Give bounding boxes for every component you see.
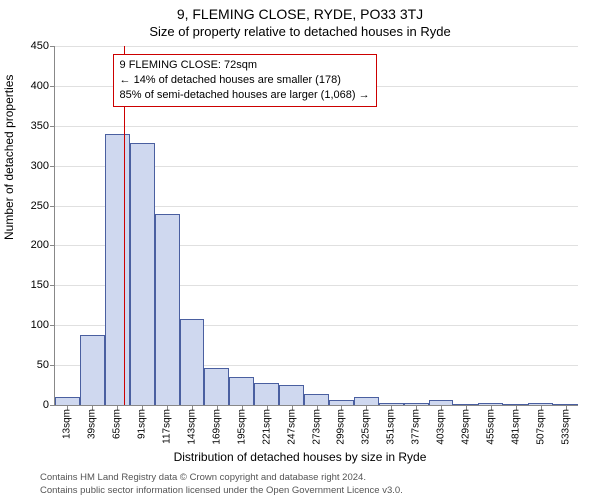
gridline	[55, 46, 578, 47]
y-tick-label: 150	[31, 279, 49, 291]
histogram-bar	[155, 214, 180, 405]
histogram-bar	[105, 134, 130, 405]
y-tick-label: 0	[43, 399, 49, 411]
attribution-text: Contains HM Land Registry data © Crown c…	[40, 472, 580, 498]
x-tick-label: 351sqm	[386, 409, 397, 445]
y-axis-label: Number of detached properties	[2, 75, 16, 240]
histogram-bar	[229, 377, 254, 405]
y-tick-label: 400	[31, 80, 49, 92]
x-tick-label: 39sqm	[87, 409, 98, 439]
x-tick-label: 221sqm	[261, 409, 272, 445]
y-tick-mark	[50, 206, 55, 207]
x-tick-label: 13sqm	[62, 409, 73, 439]
y-tick-mark	[50, 46, 55, 47]
x-tick-label: 299sqm	[336, 409, 347, 445]
y-tick-label: 250	[31, 200, 49, 212]
histogram-bar	[55, 397, 80, 405]
histogram-bar	[80, 335, 105, 405]
plot-area: 05010015020025030035040045013sqm39sqm65s…	[54, 46, 578, 406]
x-tick-label: 247sqm	[286, 409, 297, 445]
y-tick-mark	[50, 365, 55, 366]
histogram-bar	[130, 143, 155, 405]
y-tick-mark	[50, 285, 55, 286]
chart-container: { "title_main": "9, FLEMING CLOSE, RYDE,…	[0, 0, 600, 500]
annotation-box: 9 FLEMING CLOSE: 72sqm ← 14% of detached…	[113, 54, 377, 107]
x-axis-label: Distribution of detached houses by size …	[0, 450, 600, 464]
x-tick-label: 507sqm	[535, 409, 546, 445]
y-tick-mark	[50, 126, 55, 127]
x-tick-label: 429sqm	[460, 409, 471, 445]
chart-title: 9, FLEMING CLOSE, RYDE, PO33 3TJ	[0, 6, 600, 22]
y-tick-mark	[50, 405, 55, 406]
x-tick-label: 195sqm	[236, 409, 247, 445]
y-tick-label: 300	[31, 160, 49, 172]
x-tick-label: 273sqm	[311, 409, 322, 445]
annotation-line-3: 85% of semi-detached houses are larger (…	[120, 88, 370, 103]
x-tick-label: 403sqm	[436, 409, 447, 445]
y-tick-mark	[50, 245, 55, 246]
y-tick-label: 200	[31, 239, 49, 251]
gridline	[55, 126, 578, 127]
y-tick-mark	[50, 166, 55, 167]
y-tick-label: 50	[37, 359, 49, 371]
y-tick-mark	[50, 325, 55, 326]
y-tick-label: 450	[31, 40, 49, 52]
histogram-bar	[354, 397, 379, 405]
x-tick-label: 169sqm	[211, 409, 222, 445]
histogram-bar	[304, 394, 329, 405]
histogram-bar	[204, 368, 229, 405]
histogram-bar	[254, 383, 279, 405]
y-tick-label: 350	[31, 120, 49, 132]
x-tick-label: 91sqm	[137, 409, 148, 439]
histogram-bar	[180, 319, 205, 405]
x-tick-label: 143sqm	[186, 409, 197, 445]
chart-subtitle: Size of property relative to detached ho…	[0, 24, 600, 39]
annotation-line-2: ← 14% of detached houses are smaller (17…	[120, 73, 370, 88]
annotation-line-1: 9 FLEMING CLOSE: 72sqm	[120, 58, 370, 73]
x-tick-label: 117sqm	[162, 409, 173, 444]
x-tick-label: 455sqm	[485, 409, 496, 445]
attribution-line-1: Contains HM Land Registry data © Crown c…	[40, 472, 580, 485]
x-tick-label: 481sqm	[510, 409, 521, 445]
x-tick-label: 533sqm	[560, 409, 571, 445]
x-tick-label: 325sqm	[361, 409, 372, 445]
histogram-bar	[279, 385, 304, 405]
attribution-line-2: Contains public sector information licen…	[40, 485, 580, 498]
y-tick-label: 100	[31, 319, 49, 331]
x-tick-label: 377sqm	[411, 409, 422, 445]
y-tick-mark	[50, 86, 55, 87]
x-tick-label: 65sqm	[112, 409, 123, 439]
